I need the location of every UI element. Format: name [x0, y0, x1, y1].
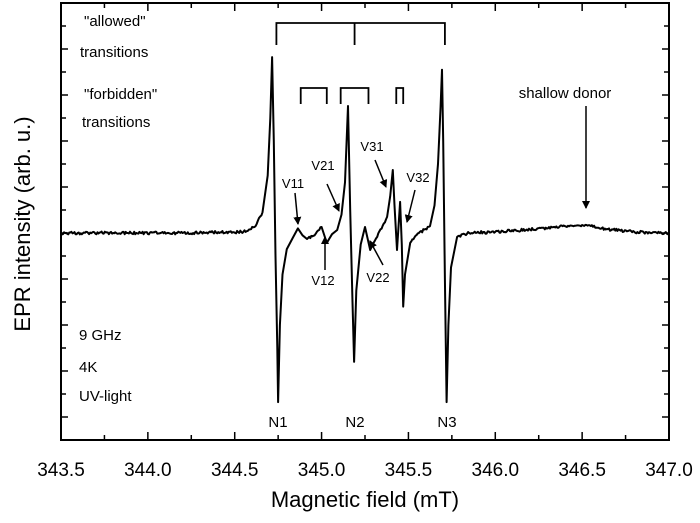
x-tick-label: 347.0: [645, 460, 693, 481]
v21-arrow: [326, 183, 340, 212]
transition-brackets: [275, 22, 446, 104]
x-tick-label: 346.5: [558, 460, 606, 481]
v31-arrow: [374, 159, 388, 188]
forbidden-label-1: "forbidden": [84, 86, 157, 103]
v32-label: V32: [406, 170, 429, 185]
allowed-bracket: [275, 22, 446, 45]
illumination-label: UV-light: [79, 388, 132, 405]
n3-label: N3: [437, 414, 456, 431]
shallow-donor-label: shallow donor: [519, 85, 612, 102]
allowed-label-2: transitions: [80, 44, 148, 61]
temperature-label: 4K: [79, 359, 97, 376]
v11-label: V11: [282, 176, 304, 191]
v22-label: V22: [366, 270, 389, 285]
forbidden-label-2: transitions: [82, 114, 150, 131]
axis-ticks: [60, 3, 670, 440]
x-tick-label: 344.0: [124, 460, 172, 481]
spectrum-line: [60, 56, 670, 404]
n1-label: N1: [268, 414, 287, 431]
v11-arrow: [293, 192, 302, 225]
frequency-label: 9 GHz: [79, 327, 122, 344]
x-axis-label: Magnetic field (mT): [271, 487, 459, 512]
y-axis-label: EPR intensity (arb. u.): [10, 116, 35, 331]
v12-label: V12: [311, 273, 334, 288]
x-tick-label: 346.0: [472, 460, 520, 481]
x-tick-label: 343.5: [37, 460, 85, 481]
plot-frame: [60, 2, 670, 441]
v21-label: V21: [311, 158, 334, 173]
x-tick-label: 345.0: [298, 460, 346, 481]
forbidden-bracket: [339, 87, 370, 104]
allowed-label-1: "allowed": [84, 13, 146, 30]
v32-arrow: [404, 189, 416, 223]
v22-arrow: [369, 240, 384, 266]
x-tick-labels: 343.5 344.0 344.5 345.0 345.5 346.0 346.5 347.0: [37, 460, 693, 481]
v31-label: V31: [360, 139, 383, 154]
forbidden-bracket: [299, 87, 328, 104]
x-tick-label: 345.5: [385, 460, 433, 481]
n2-label: N2: [345, 414, 364, 431]
forbidden-bracket: [395, 87, 405, 104]
x-tick-label: 344.5: [211, 460, 259, 481]
